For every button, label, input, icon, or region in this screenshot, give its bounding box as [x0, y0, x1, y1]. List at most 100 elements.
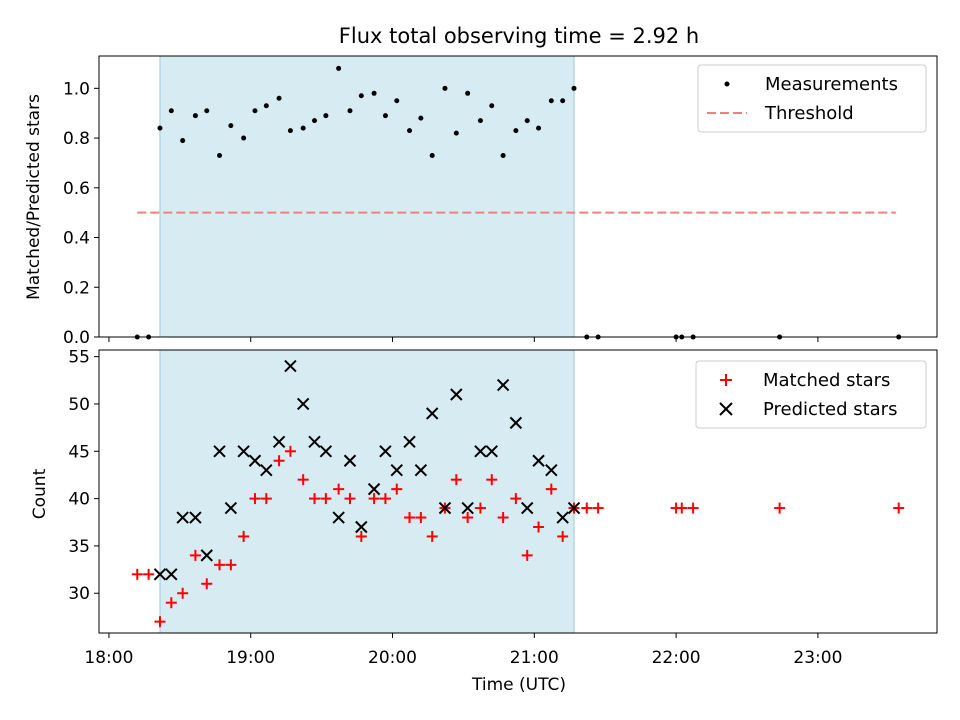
- measurement-point: [500, 152, 506, 158]
- measurement-point: [263, 103, 269, 109]
- predicted-legend-marker: [719, 402, 733, 416]
- matched-star-point: [143, 568, 155, 580]
- measurement-point: [442, 85, 448, 91]
- predicted-star-point: [308, 435, 321, 449]
- matched-star-point: [225, 559, 237, 571]
- bottom-y-tick-label: 55: [68, 348, 90, 368]
- measurement-point: [300, 125, 306, 131]
- predicted-star-point: [474, 445, 487, 458]
- matched-star-point: [309, 493, 321, 505]
- measurement-point: [394, 98, 400, 104]
- measurement-point: [312, 118, 318, 124]
- top-panel: 0.0 0.2 0.4 0.6 0.8 1.0 Flux total observing …: [24, 24, 938, 348]
- matched-legend-marker: [720, 374, 732, 386]
- measurement-point: [477, 118, 483, 124]
- predicted-star-point: [390, 463, 403, 477]
- predicted-star-point: [379, 445, 392, 458]
- matched-star-point: [320, 493, 332, 505]
- measurement-point: [407, 128, 413, 134]
- measurement-point: [513, 128, 519, 134]
- predicted-star-point: [237, 445, 250, 458]
- predicted-star-point: [224, 501, 238, 515]
- matched-star-point: [510, 493, 522, 505]
- matched-star-point: [687, 502, 699, 514]
- matched-star-point: [462, 512, 474, 524]
- x-tick-label: 19:00: [226, 648, 275, 668]
- matched-star-point: [474, 502, 486, 514]
- measurement-point: [228, 123, 234, 129]
- predicted-star-point: [213, 445, 226, 458]
- threshold-layer: [137, 56, 896, 337]
- predicted-star-point: [403, 435, 416, 449]
- bottom-y-axis-label: Count: [30, 468, 50, 519]
- matched-star-point: [426, 530, 438, 542]
- matched-star-point: [774, 502, 786, 514]
- measurement-point: [358, 93, 364, 99]
- matched-star-point: [273, 455, 285, 467]
- matched-star-point: [284, 445, 296, 457]
- matched-star-point: [533, 521, 545, 533]
- predicted-star-point: [496, 378, 510, 392]
- bottom-y-tick-label: 50: [68, 395, 90, 415]
- predicted-star-point: [332, 511, 345, 524]
- measurement-point: [168, 108, 174, 114]
- predicted-star-point: [153, 568, 167, 581]
- measurement-point: [157, 125, 163, 131]
- top-y-axis-label: Matched/Predicted stars: [24, 94, 44, 300]
- top-y-tick-label: 0.6: [63, 179, 90, 199]
- matched-star-point: [249, 493, 261, 505]
- predicted-star-point: [545, 463, 558, 477]
- matched-star-point: [154, 616, 166, 628]
- matched-star-point: [391, 483, 403, 495]
- measurement-point: [323, 113, 329, 119]
- predicted-star-point: [367, 482, 381, 496]
- matched-star-point: [165, 597, 177, 609]
- matched-star-point: [893, 502, 905, 514]
- matched-star-point: [592, 502, 604, 514]
- matched-star-point: [415, 512, 427, 524]
- predicted-star-point: [260, 463, 273, 477]
- matched-star-point: [521, 549, 533, 561]
- matched-star-point: [214, 559, 226, 571]
- x-tick-label: 20:00: [368, 648, 417, 668]
- matched-star-point: [557, 530, 569, 542]
- measurement-point: [241, 135, 247, 141]
- measurement-point: [252, 108, 258, 114]
- predicted-star-point: [296, 397, 310, 411]
- measurement-point: [429, 152, 435, 158]
- measurement-point: [571, 85, 577, 91]
- predicted-star-point: [438, 501, 452, 515]
- bottom-panel: 30 35 40 45 50 55 18:00 19:00 20:00 21:00 22:00 23…: [30, 348, 938, 695]
- star-count-points: [131, 350, 905, 633]
- measurement-point: [548, 98, 554, 104]
- measurement-point: [382, 113, 388, 119]
- matched-star-point: [333, 483, 345, 495]
- top-y-tick-label: 0.2: [63, 278, 90, 298]
- matched-star-point: [379, 493, 391, 505]
- bottom-axes-frame: [98, 349, 938, 634]
- measurement-point: [180, 138, 186, 144]
- top-shaded-span: [159, 56, 575, 337]
- predicted-star-point: [567, 501, 581, 515]
- predicted-star-point: [165, 568, 178, 581]
- bottom-y-tick-label: 40: [68, 490, 90, 510]
- measurements-legend-marker: [724, 81, 730, 87]
- matched-star-point: [201, 578, 213, 590]
- predicted-star-point: [319, 445, 333, 458]
- measurement-point: [287, 128, 293, 134]
- measurement-point: [524, 118, 530, 124]
- measurement-point: [204, 108, 210, 114]
- measurement-point: [217, 152, 223, 158]
- measurement-point: [465, 90, 471, 96]
- matched-star-point: [177, 587, 189, 599]
- threshold-legend-label: Threshold: [764, 103, 854, 124]
- top-y-tick-label: 0.0: [63, 328, 90, 348]
- predicted-star-point: [509, 416, 523, 430]
- measurement-point: [418, 115, 424, 121]
- x-tick-label: 21:00: [510, 648, 559, 668]
- top-y-tick-label: 0.4: [63, 229, 90, 249]
- matched-star-point: [297, 474, 309, 486]
- matched-star-point: [450, 474, 462, 486]
- bottom-y-tick-label: 45: [68, 442, 90, 462]
- x-tick-label: 18:00: [84, 648, 133, 668]
